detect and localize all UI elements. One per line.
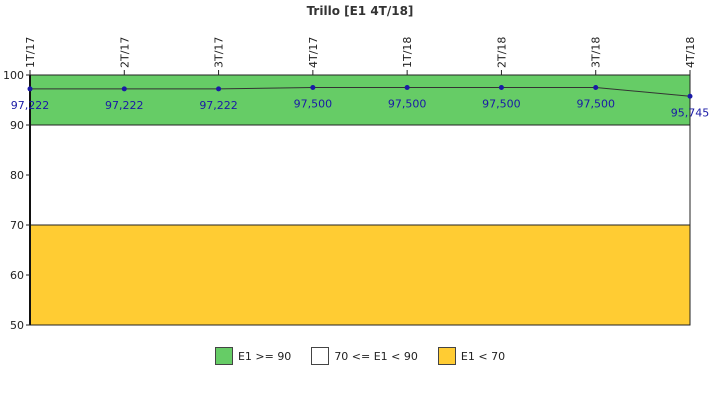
y-tick-label: 70 bbox=[10, 219, 24, 232]
series-line bbox=[30, 87, 691, 97]
x-tick-label: 4T/17 bbox=[307, 37, 320, 68]
threshold-bands bbox=[29, 74, 691, 326]
x-tick-label: 4T/18 bbox=[684, 37, 697, 68]
x-tick-label: 2T/17 bbox=[118, 37, 131, 68]
legend-item-mid: 70 <= E1 < 90 bbox=[311, 347, 418, 365]
legend-item-low: E1 < 70 bbox=[437, 347, 506, 365]
data-point bbox=[310, 85, 316, 90]
data-label: 97,222 bbox=[11, 99, 50, 112]
data-label: 97,500 bbox=[576, 98, 615, 111]
data-label: 97,222 bbox=[199, 99, 238, 112]
legend-item-high: E1 >= 90 bbox=[214, 347, 292, 365]
y-axis: 50 60 70 80 90 100 bbox=[3, 69, 30, 332]
data-point bbox=[687, 93, 693, 99]
data-point bbox=[121, 86, 127, 92]
legend: E1 >= 90 70 <= E1 < 90 E1 < 70 bbox=[0, 344, 720, 368]
data-label: 97,500 bbox=[388, 98, 427, 111]
y-tick-label: 60 bbox=[10, 269, 24, 282]
legend-swatch-high bbox=[214, 347, 233, 365]
data-label: 97,222 bbox=[105, 99, 144, 112]
data-label: 97,500 bbox=[294, 98, 333, 111]
band-0 bbox=[29, 74, 691, 126]
legend-swatch-mid bbox=[311, 347, 330, 365]
legend-label-mid: 70 <= E1 < 90 bbox=[334, 349, 418, 363]
x-tick-label: 3T/18 bbox=[590, 37, 603, 68]
x-tick-label: 2T/18 bbox=[495, 37, 508, 68]
x-tick-label: 1T/17 bbox=[24, 37, 37, 68]
y-tick-label: 100 bbox=[3, 69, 24, 82]
legend-swatch-low bbox=[437, 347, 456, 365]
legend-label-high: E1 >= 90 bbox=[237, 349, 292, 363]
data-label: 97,500 bbox=[482, 98, 521, 111]
data-series bbox=[27, 85, 693, 99]
legend-label-low: E1 < 70 bbox=[460, 349, 506, 363]
band-2 bbox=[29, 224, 691, 326]
data-point bbox=[27, 86, 33, 92]
data-point bbox=[404, 85, 410, 90]
x-tick-label: 1T/18 bbox=[401, 37, 414, 68]
data-label: 95,745 bbox=[671, 106, 710, 119]
data-point bbox=[216, 86, 222, 92]
data-point bbox=[498, 85, 504, 90]
y-tick-label: 50 bbox=[10, 319, 24, 332]
x-axis: 1T/17 2T/17 3T/17 4T/17 1T/18 2T/18 3T/18 4T/18 bbox=[24, 37, 697, 75]
data-labels: 97,222 97,222 97,222 97,500 97,500 97,500 97,5… bbox=[11, 98, 710, 120]
chart-title: Trillo [E1 4T/18] bbox=[307, 4, 414, 18]
x-tick-label: 3T/17 bbox=[213, 37, 226, 68]
y-tick-label: 80 bbox=[10, 169, 24, 182]
y-tick-label: 90 bbox=[10, 119, 24, 132]
data-point bbox=[593, 85, 599, 90]
band-1 bbox=[29, 124, 691, 226]
